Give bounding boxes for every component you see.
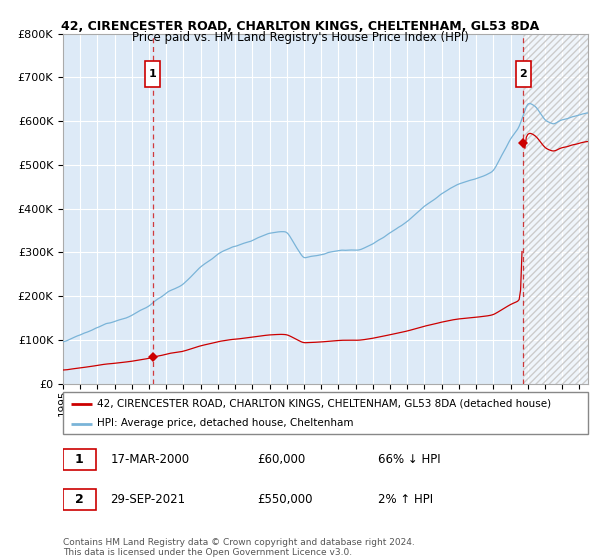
Text: Contains HM Land Registry data © Crown copyright and database right 2024.
This d: Contains HM Land Registry data © Crown c… — [63, 538, 415, 557]
Text: 42, CIRENCESTER ROAD, CHARLTON KINGS, CHELTENHAM, GL53 8DA: 42, CIRENCESTER ROAD, CHARLTON KINGS, CH… — [61, 20, 539, 32]
FancyBboxPatch shape — [63, 489, 95, 510]
Text: 2: 2 — [75, 493, 83, 506]
Text: 42, CIRENCESTER ROAD, CHARLTON KINGS, CHELTENHAM, GL53 8DA (detached house): 42, CIRENCESTER ROAD, CHARLTON KINGS, CH… — [97, 399, 551, 409]
FancyBboxPatch shape — [63, 450, 95, 470]
FancyBboxPatch shape — [145, 60, 160, 87]
Bar — [523, 34, 600, 384]
Text: 66% ↓ HPI: 66% ↓ HPI — [378, 453, 440, 466]
Text: Price paid vs. HM Land Registry's House Price Index (HPI): Price paid vs. HM Land Registry's House … — [131, 31, 469, 44]
Text: 29-SEP-2021: 29-SEP-2021 — [110, 493, 185, 506]
Text: 2: 2 — [520, 69, 527, 79]
Text: 1: 1 — [149, 69, 157, 79]
Text: HPI: Average price, detached house, Cheltenham: HPI: Average price, detached house, Chel… — [97, 418, 353, 428]
Text: 2% ↑ HPI: 2% ↑ HPI — [378, 493, 433, 506]
Text: £550,000: £550,000 — [257, 493, 313, 506]
Text: 17-MAR-2000: 17-MAR-2000 — [110, 453, 190, 466]
FancyBboxPatch shape — [516, 60, 530, 87]
Text: 1: 1 — [75, 453, 83, 466]
Text: £60,000: £60,000 — [257, 453, 305, 466]
Bar — [523, 34, 600, 384]
